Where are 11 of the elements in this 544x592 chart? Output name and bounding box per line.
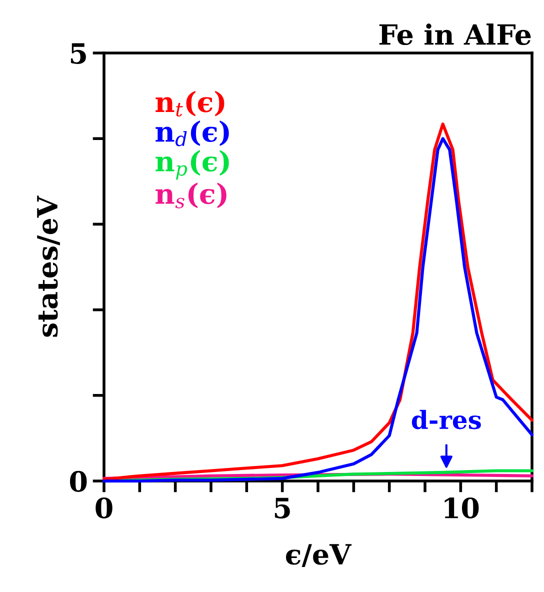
chart-title: Fe in AlFe	[379, 24, 531, 46]
text: n$_{p}$(ϵ)	[156, 150, 229, 180]
text: n$_{d}$(ϵ)	[156, 120, 229, 146]
x-axis-title: ϵ/eV	[286, 544, 352, 567]
annotation: d-res	[412, 410, 481, 430]
x-tick-label: 10	[444, 497, 479, 518]
y-axis-title: states/eV	[37, 196, 60, 337]
x-tick-label: 0	[96, 497, 112, 518]
x-tick-label: 5	[274, 498, 290, 518]
text: n$_{t}$(ϵ)	[156, 90, 224, 117]
text: n$_{s}$(ϵ)	[156, 182, 226, 208]
